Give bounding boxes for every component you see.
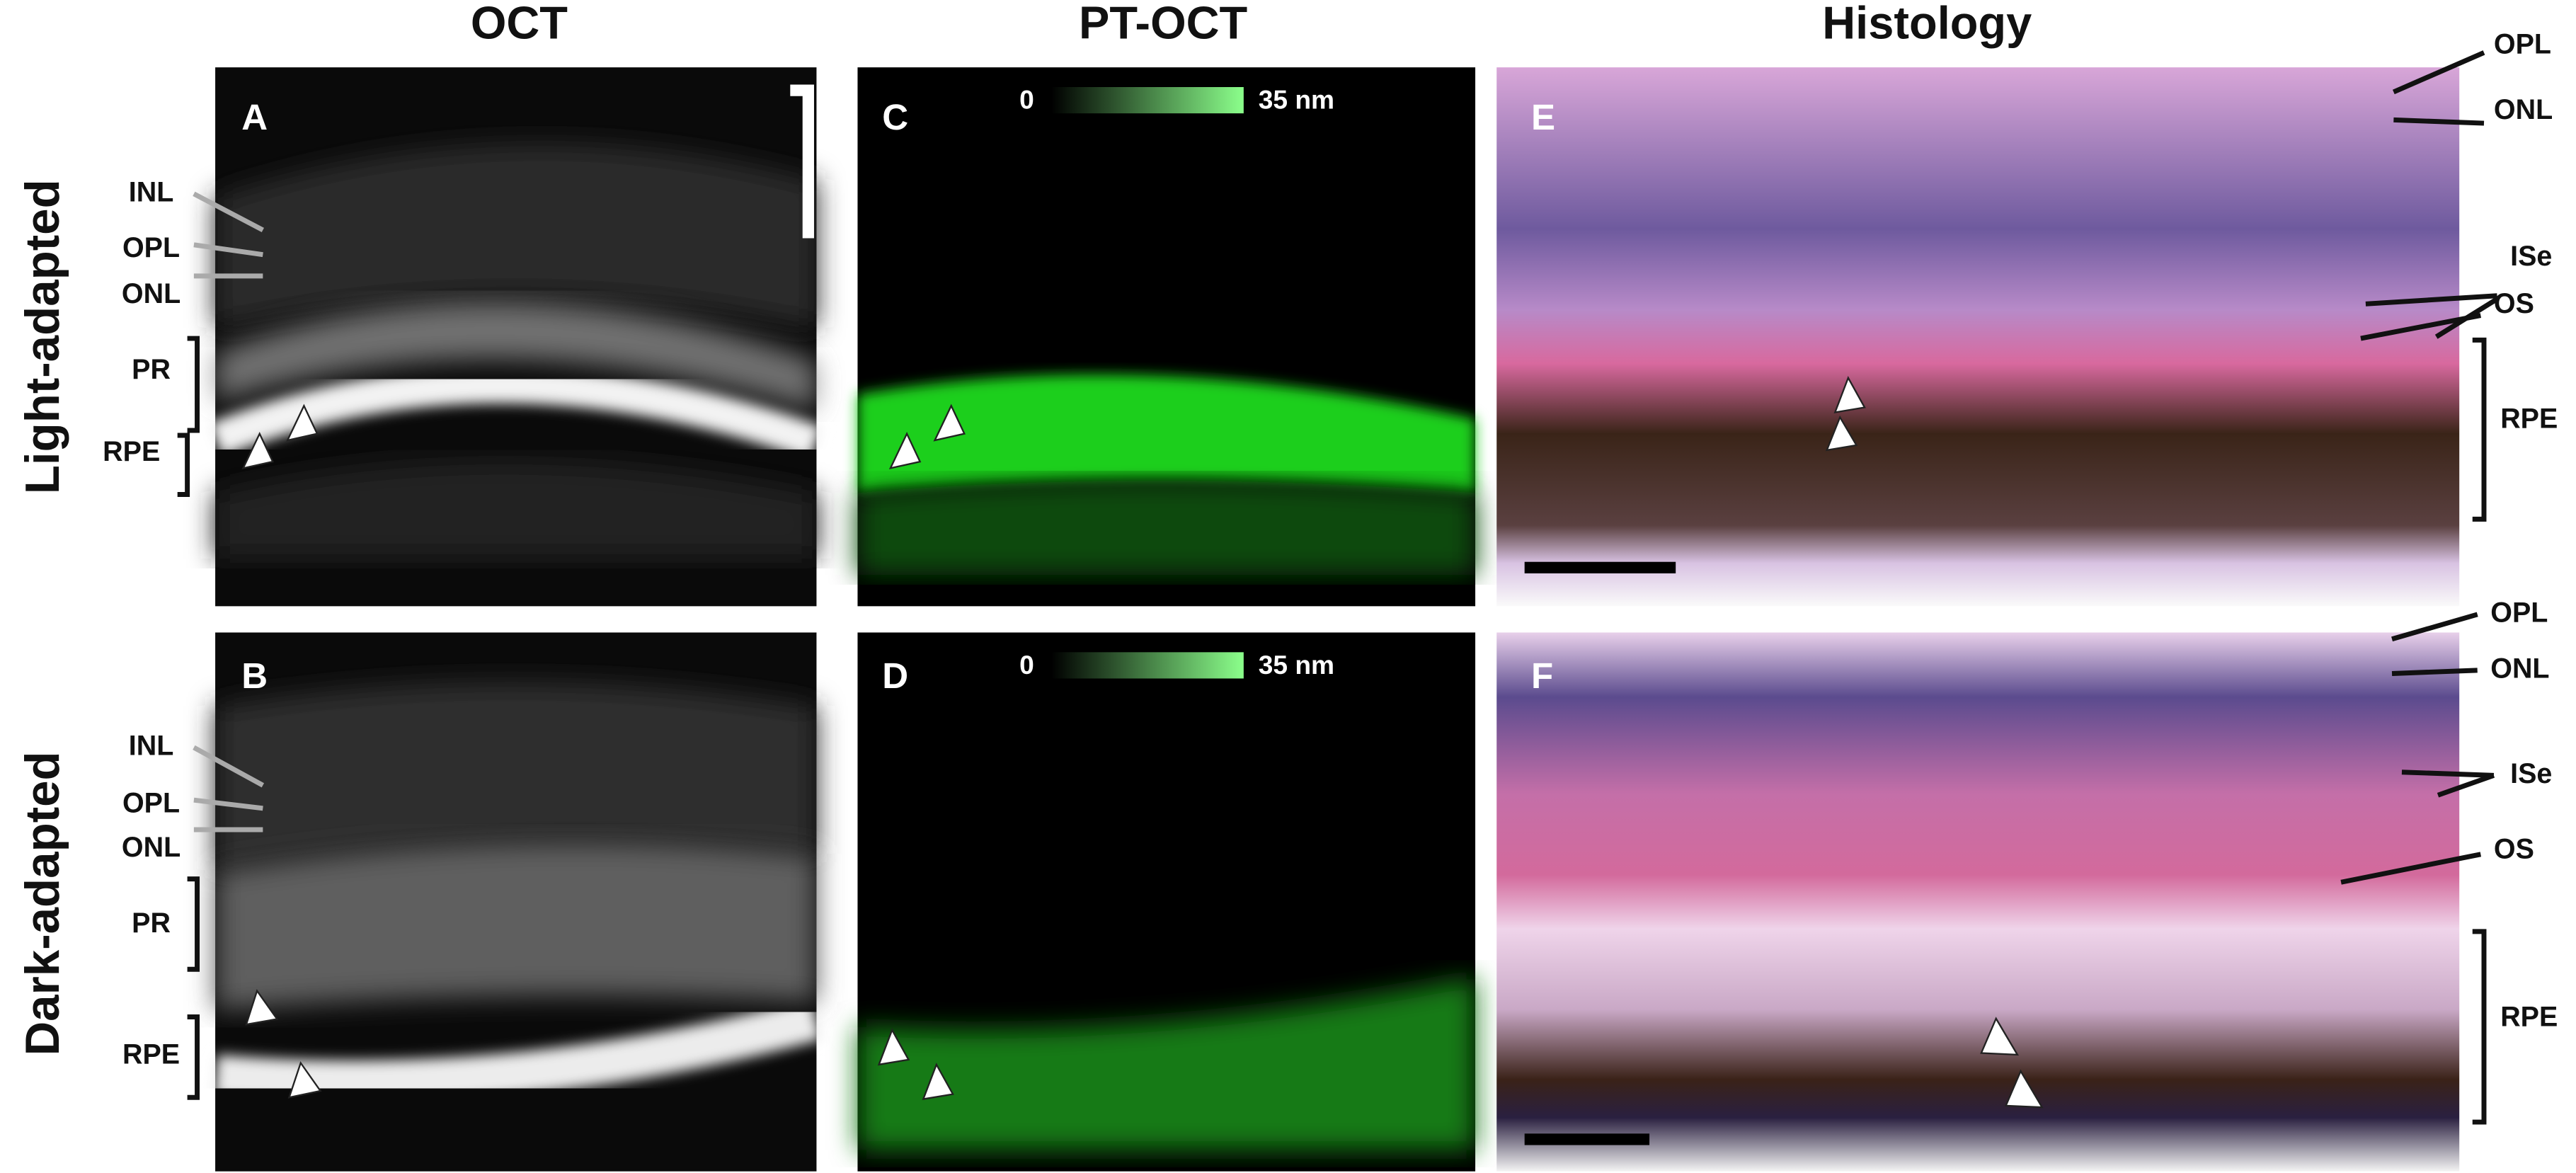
colorbar xyxy=(1051,652,1244,679)
layer-label: OS xyxy=(2494,834,2534,865)
shape xyxy=(2391,612,2478,642)
shape xyxy=(2392,50,2485,95)
shape xyxy=(215,841,817,1011)
panel-letter: F xyxy=(1531,656,1553,696)
panel-letter: C xyxy=(882,97,908,137)
layer-label: ISe xyxy=(2510,241,2552,272)
shape xyxy=(2340,852,2482,885)
column-header: OCT xyxy=(471,0,568,48)
panel-letter: D xyxy=(882,656,908,696)
shape xyxy=(187,1014,200,1100)
histology-image xyxy=(1496,632,2460,1172)
layer-label: OS xyxy=(2494,288,2534,319)
layer-label: OPL xyxy=(2490,597,2548,628)
layer-label: RPE xyxy=(103,436,160,467)
layer-label: ONL xyxy=(2494,94,2553,125)
oct-image xyxy=(213,632,823,1172)
layer-label: INL xyxy=(129,176,174,207)
panel-letter: A xyxy=(241,97,268,137)
shape xyxy=(287,1060,322,1099)
layer-pointers xyxy=(2340,50,2499,885)
panel-letter: E xyxy=(1531,97,1555,137)
layer-label: ONL xyxy=(122,278,181,309)
layer-label: PR xyxy=(132,908,171,939)
colorbar-max: 35 nm xyxy=(1259,85,1334,115)
shape xyxy=(2472,929,2487,1125)
layer-label: RPE xyxy=(122,1039,180,1070)
layer-label: ONL xyxy=(122,832,181,863)
panel-letter: B xyxy=(241,656,268,696)
shape xyxy=(2472,337,2487,522)
layer-label: RPE xyxy=(2500,1001,2558,1032)
shape xyxy=(857,480,1476,576)
layer-label: PR xyxy=(132,354,171,385)
shape xyxy=(215,682,817,871)
colorbar-min: 0 xyxy=(1019,85,1034,115)
shape xyxy=(187,336,200,433)
shape xyxy=(2360,313,2482,341)
shape xyxy=(187,876,200,972)
shape xyxy=(193,191,264,232)
shape xyxy=(215,302,817,411)
row-label: Dark-adapted xyxy=(16,751,69,1055)
shape xyxy=(2391,668,2478,676)
shape xyxy=(193,745,265,788)
shape xyxy=(208,367,823,461)
shape xyxy=(2393,117,2485,126)
shape xyxy=(1825,415,1858,452)
shape xyxy=(790,84,814,239)
shape xyxy=(215,143,817,329)
column-header: Histology xyxy=(1822,0,2032,48)
histology-image xyxy=(1496,67,2460,607)
colorbar xyxy=(1051,86,1244,114)
shape xyxy=(286,404,319,442)
column-header: PT-OCT xyxy=(1079,0,1247,48)
shape xyxy=(177,433,190,498)
brackets xyxy=(177,336,2487,1125)
shape xyxy=(2437,773,2495,798)
shape xyxy=(2004,1069,2044,1109)
layer-label: RPE xyxy=(2500,404,2558,435)
layer-pointers xyxy=(193,191,265,832)
layer-label: OPL xyxy=(122,788,180,819)
shape xyxy=(215,459,817,559)
shape xyxy=(245,989,279,1026)
arrowheads xyxy=(241,376,2044,1109)
shape xyxy=(888,431,922,470)
shape xyxy=(933,404,966,442)
shape xyxy=(2401,769,2495,778)
shape xyxy=(922,1063,954,1101)
scale-bar xyxy=(1524,1133,1650,1145)
colorbar-min: 0 xyxy=(1019,650,1034,680)
pt-oct-image xyxy=(857,67,1476,607)
layer-label: ISe xyxy=(2510,758,2552,789)
layer-label: OPL xyxy=(122,232,180,263)
scale-bar xyxy=(1524,561,1676,573)
shape xyxy=(857,374,1476,493)
shape xyxy=(1833,376,1866,413)
shape xyxy=(2365,293,2497,307)
layer-label: OPL xyxy=(2494,28,2551,59)
shape xyxy=(857,977,1476,1150)
shape xyxy=(1980,1017,2019,1056)
pt-oct-image xyxy=(857,632,1476,1172)
shape xyxy=(193,797,263,811)
layer-label: INL xyxy=(129,730,174,761)
row-label: Light-adapted xyxy=(16,179,69,494)
oct-image xyxy=(208,67,823,607)
shape xyxy=(193,242,263,258)
shape xyxy=(241,431,274,470)
layer-label: ONL xyxy=(2490,653,2549,684)
shape xyxy=(877,1028,910,1066)
colorbar-max: 35 nm xyxy=(1259,650,1334,680)
